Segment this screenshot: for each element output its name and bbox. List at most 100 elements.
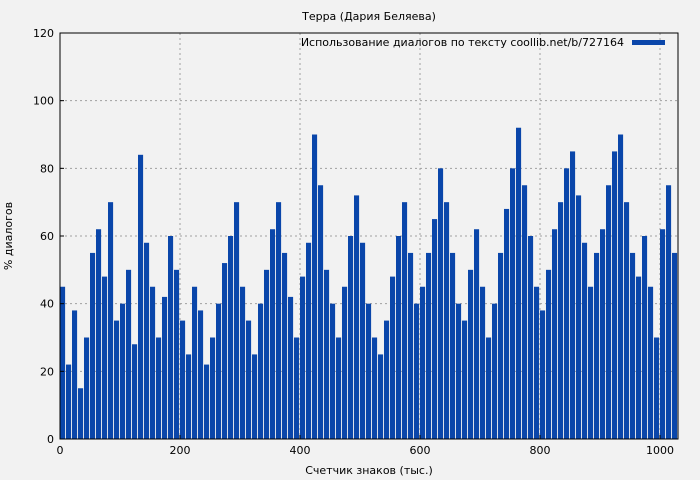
bar xyxy=(450,252,456,439)
bar xyxy=(414,303,420,439)
bar xyxy=(612,151,618,439)
bar xyxy=(282,252,288,439)
bar xyxy=(642,236,648,439)
bar xyxy=(318,185,324,439)
bar xyxy=(426,252,432,439)
bar xyxy=(480,286,486,439)
bar xyxy=(126,269,132,439)
bar xyxy=(186,354,192,439)
bar xyxy=(252,354,258,439)
bar xyxy=(558,202,564,439)
bar xyxy=(636,276,642,439)
bar xyxy=(402,202,408,439)
bar xyxy=(258,303,264,439)
bar xyxy=(276,202,282,439)
bar xyxy=(156,337,162,439)
bar xyxy=(192,286,198,439)
x-tick-label: 0 xyxy=(57,444,64,457)
bar xyxy=(384,320,390,439)
y-axis-label: % диалогов xyxy=(2,202,15,270)
bars xyxy=(60,127,678,440)
y-tick-label: 100 xyxy=(33,95,54,108)
bar xyxy=(180,320,186,439)
bar xyxy=(498,252,504,439)
bar xyxy=(468,269,474,439)
bar xyxy=(228,236,234,439)
bar xyxy=(264,269,270,439)
bar xyxy=(546,269,552,439)
bar xyxy=(174,269,180,439)
bar xyxy=(360,242,366,439)
bar xyxy=(606,185,612,439)
bar xyxy=(456,303,462,439)
bar xyxy=(600,229,606,439)
bar xyxy=(234,202,240,439)
legend-swatch xyxy=(632,40,665,45)
bar xyxy=(522,185,528,439)
bar xyxy=(630,252,636,439)
bar xyxy=(552,229,558,439)
bar xyxy=(396,236,402,439)
bar xyxy=(492,303,498,439)
bar xyxy=(162,296,168,439)
bar xyxy=(438,168,444,440)
x-tick-label: 400 xyxy=(290,444,311,457)
x-tick-label: 600 xyxy=(410,444,431,457)
bar xyxy=(672,252,678,439)
legend: Использование диалогов по тексту coollib… xyxy=(301,36,665,49)
bar xyxy=(342,286,348,439)
y-tick-label: 120 xyxy=(33,27,54,40)
bar xyxy=(660,229,666,439)
bar xyxy=(330,303,336,439)
bar xyxy=(108,202,114,439)
bar xyxy=(390,276,396,439)
bar xyxy=(324,269,330,439)
bar xyxy=(588,286,594,439)
bar xyxy=(114,320,120,439)
bar xyxy=(594,252,600,439)
bar xyxy=(222,263,228,439)
bar xyxy=(366,303,372,439)
bar xyxy=(120,303,126,439)
bar xyxy=(144,242,150,439)
bar xyxy=(90,252,96,439)
x-tick-label: 200 xyxy=(170,444,191,457)
bar xyxy=(582,242,588,439)
bar xyxy=(84,337,90,439)
bar xyxy=(624,202,630,439)
bar xyxy=(516,127,522,439)
bar xyxy=(534,286,540,439)
bar xyxy=(132,344,138,439)
bar xyxy=(336,337,342,439)
x-axis-label: Счетчик знаков (тыс.) xyxy=(305,464,433,477)
chart-title: Терра (Дария Беляева) xyxy=(301,10,436,23)
bar xyxy=(210,337,216,439)
bar xyxy=(66,364,72,439)
bar xyxy=(306,242,312,439)
bar xyxy=(312,134,318,439)
bar xyxy=(540,310,546,439)
bar xyxy=(72,310,78,439)
y-tick-label: 80 xyxy=(40,162,54,175)
bar xyxy=(474,229,480,439)
bar xyxy=(654,337,660,439)
bar xyxy=(198,310,204,439)
bar xyxy=(294,337,300,439)
bar xyxy=(648,286,654,439)
bar xyxy=(432,219,438,439)
bar xyxy=(150,286,156,439)
bar xyxy=(102,276,108,439)
y-tick-label: 0 xyxy=(47,433,54,446)
bar xyxy=(420,286,426,439)
bar xyxy=(504,208,510,439)
bar xyxy=(510,168,516,440)
bar xyxy=(576,195,582,439)
bar xyxy=(300,276,306,439)
y-tick-label: 60 xyxy=(40,230,54,243)
bar xyxy=(528,236,534,439)
bar xyxy=(486,337,492,439)
bar xyxy=(240,286,246,439)
bar xyxy=(354,195,360,439)
x-tick-label: 800 xyxy=(530,444,551,457)
